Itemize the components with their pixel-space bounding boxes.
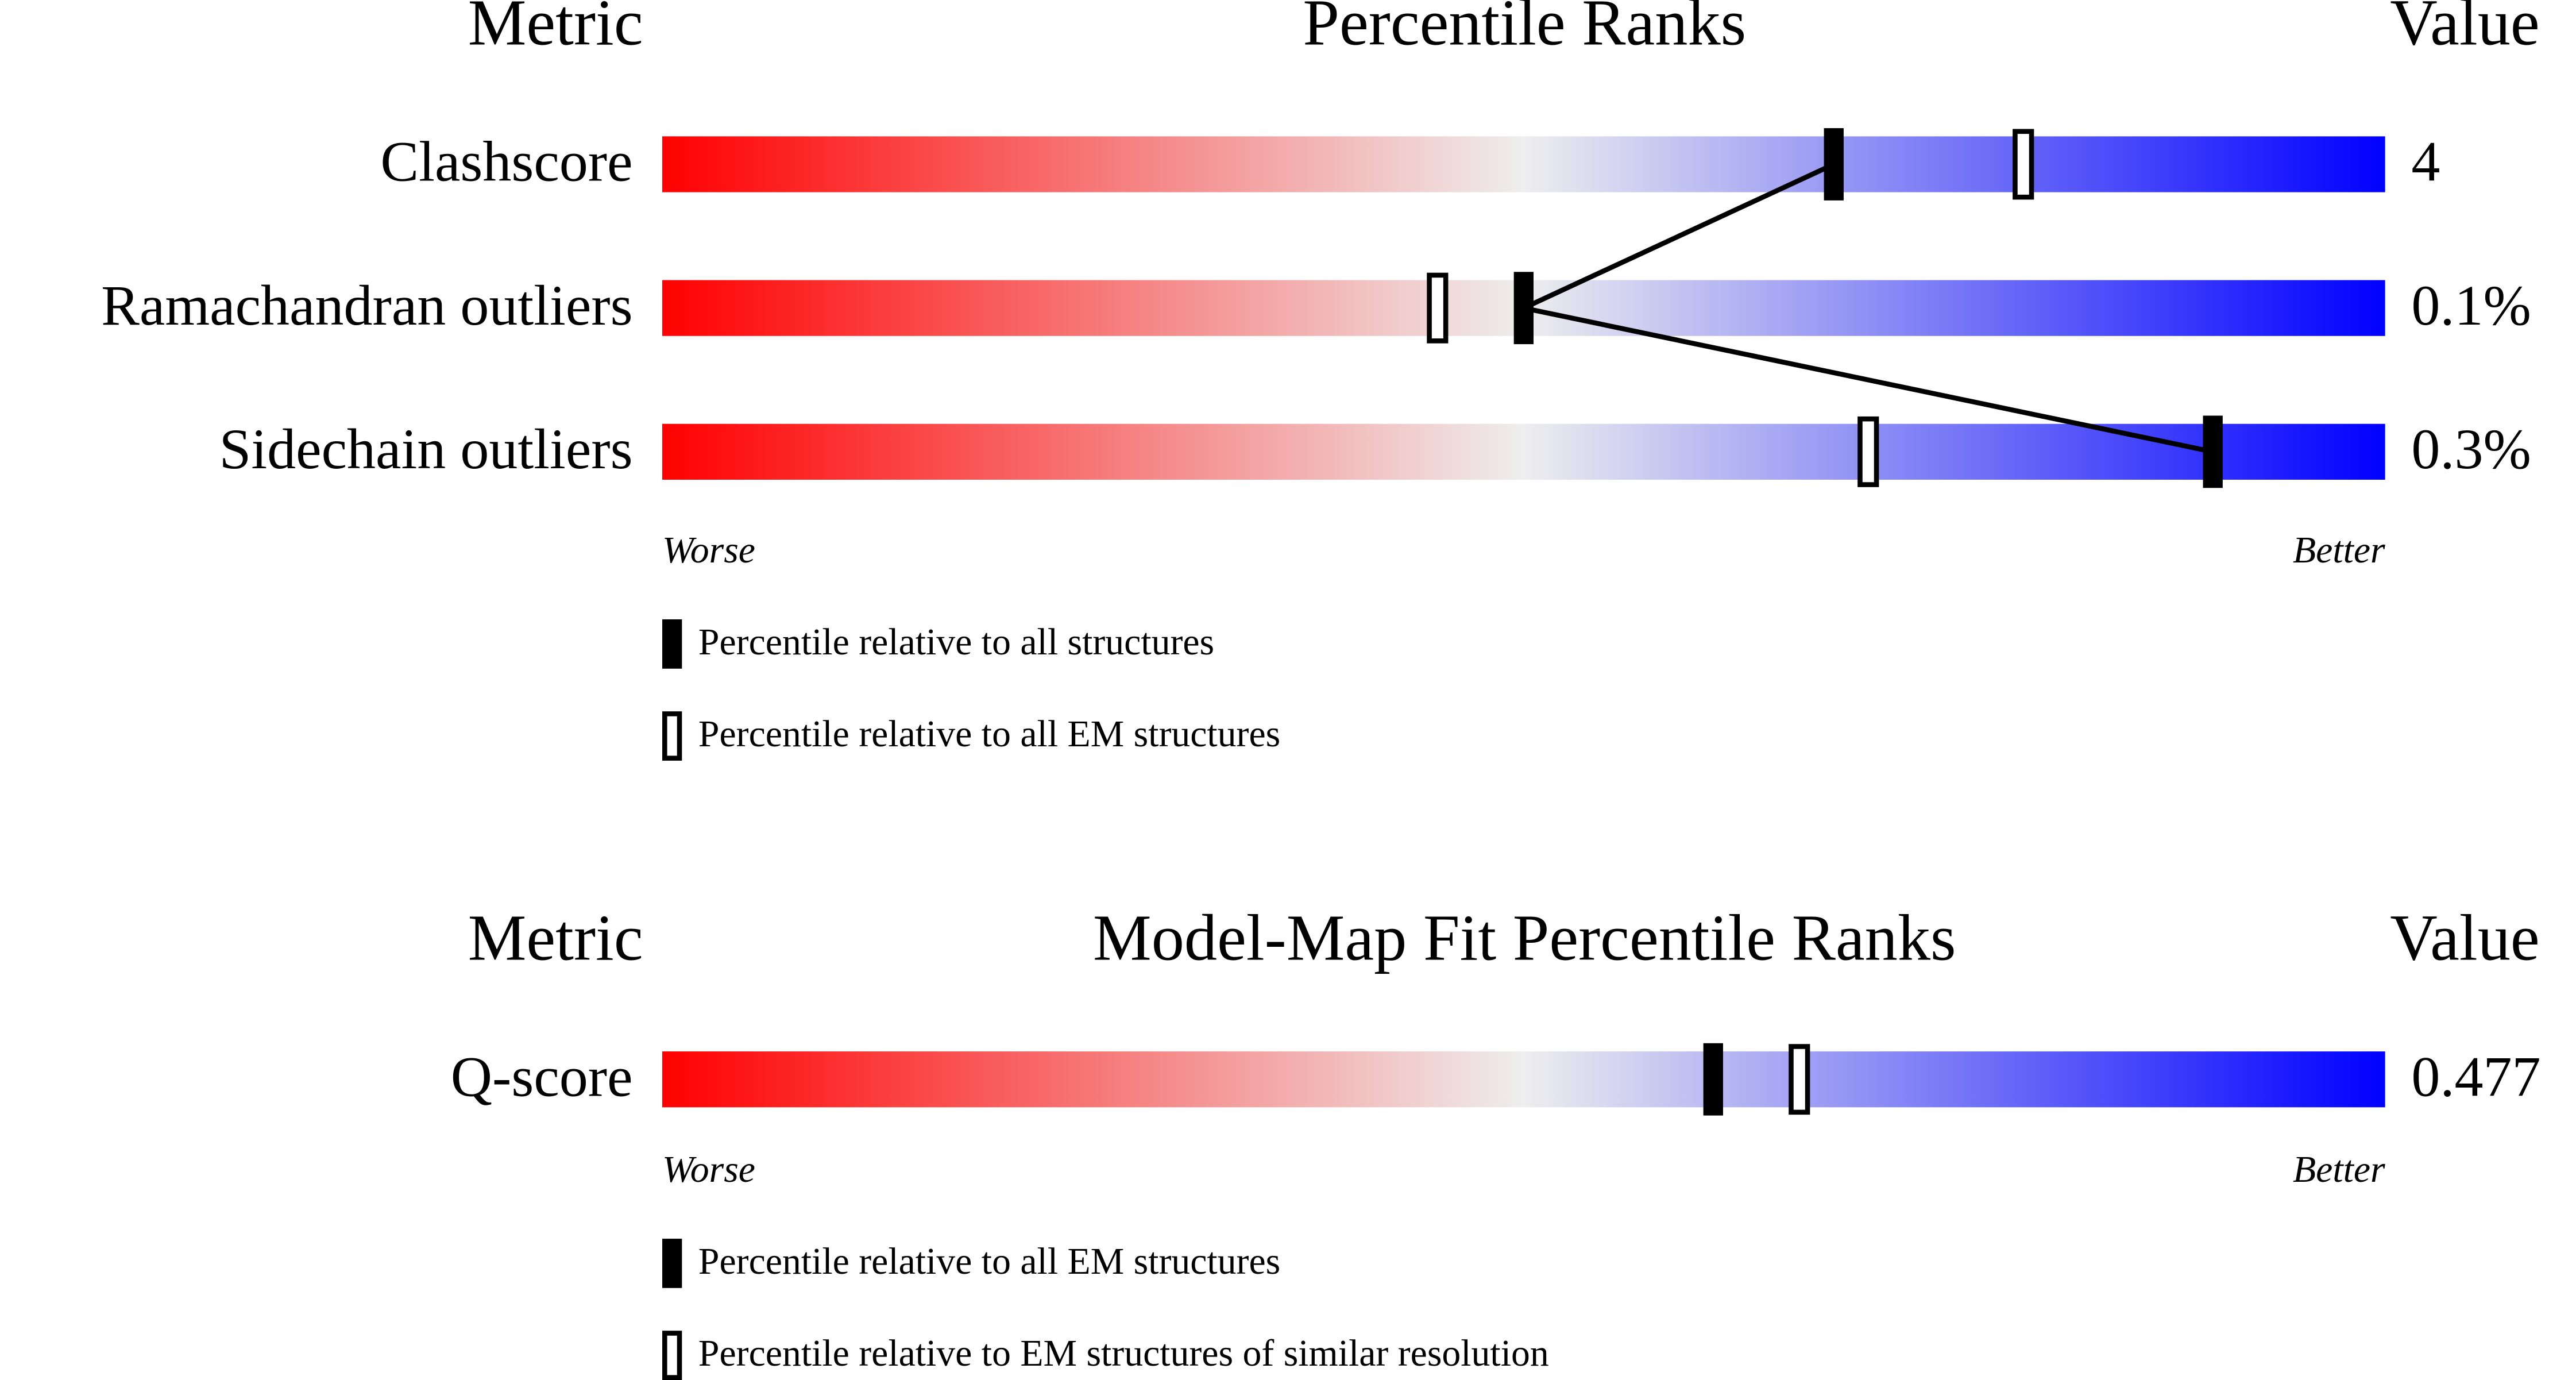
percentile-marker-open: [1789, 1044, 1810, 1115]
percentile-bar: [662, 423, 2385, 480]
metric-value: 0.3%: [2411, 417, 2531, 481]
column-header: Value: [2390, 901, 2539, 974]
percentile-bar: [662, 136, 2385, 192]
percentile-bar: [662, 1051, 2385, 1108]
percentile-marker-filled: [2203, 415, 2223, 488]
worse-label: Worse: [662, 529, 755, 571]
legend-marker: [662, 711, 682, 761]
legend-label: Percentile relative to EM structures of …: [698, 1332, 1549, 1374]
metric-label: Q-score: [451, 1044, 633, 1108]
chart-title: Model-Map Fit Percentile Ranks: [1093, 901, 1956, 974]
percentile-marker-open: [1427, 272, 1449, 344]
metric-label: Ramachandran outliers: [101, 273, 632, 337]
percentile-marker-filled: [1703, 1043, 1723, 1116]
metric-value: 0.1%: [2411, 273, 2531, 337]
metric-value: 0.477: [2411, 1044, 2540, 1108]
legend-label: Percentile relative to all EM structures: [698, 713, 1280, 755]
legend-marker: [662, 1331, 682, 1380]
column-header: Metric: [468, 0, 643, 59]
percentile-marker-open: [1857, 416, 1879, 487]
metric-label: Clashscore: [380, 130, 632, 194]
legend-label: Percentile relative to all structures: [698, 621, 1214, 663]
column-header: Value: [2390, 0, 2539, 59]
legend-marker: [662, 619, 682, 669]
metric-value: 4: [2411, 130, 2440, 194]
metric-label: Sidechain outliers: [219, 417, 633, 481]
percentile-marker-filled: [1824, 128, 1844, 201]
legend-label: Percentile relative to all EM structures: [698, 1240, 1280, 1282]
column-header: Metric: [468, 901, 643, 974]
better-label: Better: [2293, 1148, 2385, 1190]
better-label: Better: [2293, 529, 2385, 571]
chart-title: Percentile Ranks: [1303, 0, 1746, 59]
percentile-marker-filled: [1513, 272, 1534, 345]
percentile-marker-open: [2013, 129, 2034, 200]
worse-label: Worse: [662, 1148, 755, 1190]
legend-marker: [662, 1239, 682, 1288]
